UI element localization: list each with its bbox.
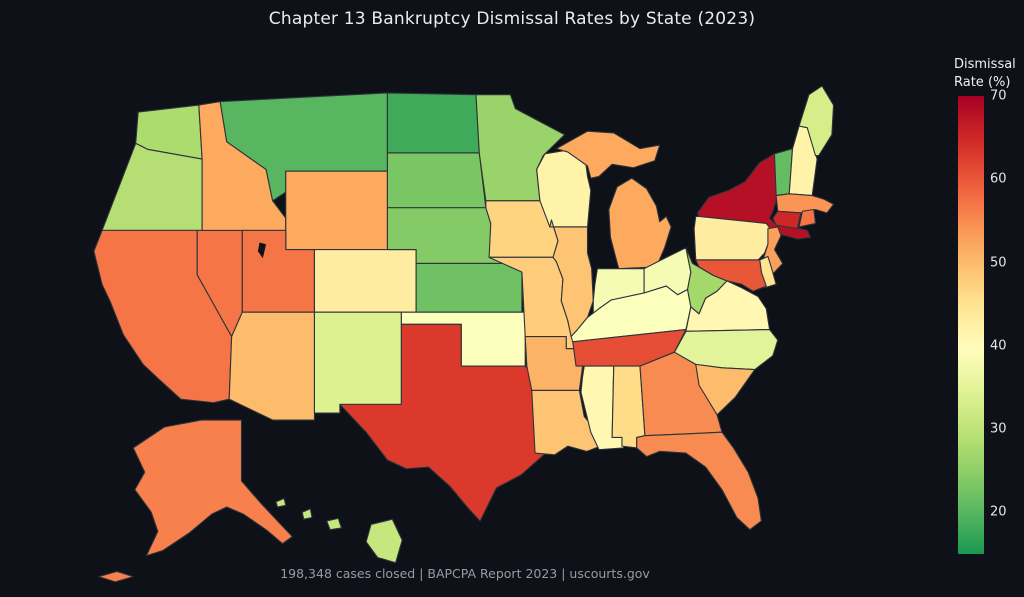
colorbar-tick-label: 60 — [990, 171, 1007, 187]
state-nm[interactable] — [314, 312, 401, 413]
colorbar-tick-label: 50 — [990, 255, 1007, 271]
state-sd[interactable] — [387, 153, 485, 208]
state-tx[interactable] — [340, 324, 546, 521]
state-or[interactable] — [102, 143, 202, 230]
state-az[interactable] — [229, 312, 314, 420]
great-salt-lake — [257, 242, 267, 259]
colorbar-tick-label: 30 — [990, 421, 1007, 437]
state-hi[interactable] — [276, 498, 402, 562]
colorbar-tick-label: 20 — [990, 504, 1007, 520]
colorbar-title-line1: Dismissal — [954, 57, 1016, 72]
state-ri[interactable] — [799, 210, 815, 227]
colorbar-title: Dismissal Rate (%) — [954, 56, 1016, 92]
state-fl[interactable] — [637, 432, 762, 529]
state-co[interactable] — [314, 250, 416, 313]
state-mi[interactable] — [556, 131, 671, 268]
state-wy[interactable] — [286, 171, 388, 249]
state-me[interactable] — [799, 86, 833, 156]
state-nd[interactable] — [387, 93, 479, 153]
colorbar-tick-label: 40 — [990, 338, 1007, 354]
state-md[interactable] — [696, 260, 767, 291]
colorbar-title-line2: Rate (%) — [954, 75, 1011, 91]
chart-title: Chapter 13 Bankruptcy Dismissal Rates by… — [268, 9, 756, 29]
footer-caption: 198,348 cases closed | BAPCPA Report 202… — [280, 566, 650, 581]
state-ct[interactable] — [773, 211, 801, 228]
state-ma[interactable] — [776, 194, 833, 213]
state-sc[interactable] — [696, 364, 755, 414]
state-ks[interactable] — [416, 263, 522, 312]
colorbar-tick-label: 70 — [990, 88, 1007, 104]
state-la[interactable] — [532, 390, 606, 454]
state-il[interactable] — [550, 220, 593, 337]
state-ak[interactable] — [99, 420, 293, 582]
colorbar: Dismissal Rate (%) 70 60 50 40 30 20 — [954, 56, 1024, 576]
state-al[interactable] — [612, 366, 645, 448]
colorbar-gradient — [958, 96, 984, 554]
